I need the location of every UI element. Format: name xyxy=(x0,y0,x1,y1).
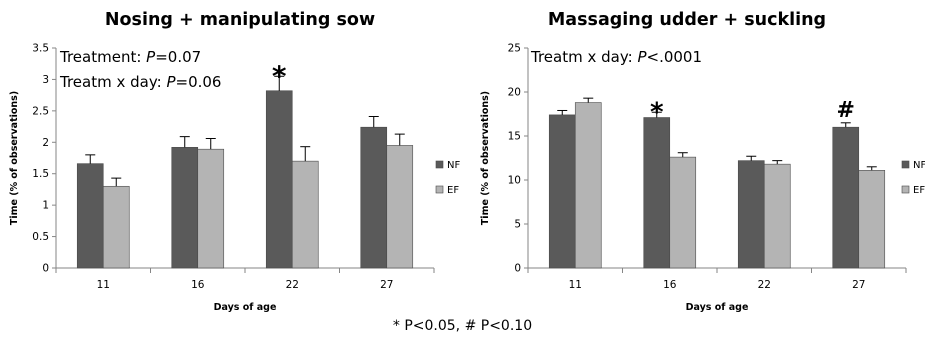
legend-swatch-ef xyxy=(901,185,910,194)
bar-nf-16 xyxy=(643,117,671,269)
legend-swatch-nf xyxy=(901,160,910,169)
y-tick-label: 0 xyxy=(514,263,521,275)
y-axis-title: Time (% of observations) xyxy=(9,91,20,225)
bar-nf-27 xyxy=(832,126,860,269)
y-tick-label: 20 xyxy=(508,87,521,99)
bar-ef-11 xyxy=(102,185,130,269)
bar-ef-11 xyxy=(574,102,602,269)
legend-label-ef: EF xyxy=(447,185,459,196)
chart-title: Massaging udder + suckling xyxy=(548,10,826,30)
x-tick-label: 11 xyxy=(569,279,582,291)
y-tick-label: 2 xyxy=(42,137,49,149)
bar-nf-22 xyxy=(265,90,293,269)
bar-ef-16 xyxy=(197,148,225,269)
x-tick-label: 27 xyxy=(852,279,865,291)
stat-annotation: Treatm x day: P<.0001 xyxy=(530,48,702,66)
y-axis-title: Time (% of observations) xyxy=(480,91,491,225)
y-tick-label: 0 xyxy=(42,263,49,275)
legend-swatch-ef xyxy=(435,185,444,194)
bar-ef-22 xyxy=(291,160,319,269)
x-axis-title: Days of age xyxy=(214,302,277,313)
x-tick-label: 27 xyxy=(380,279,393,291)
x-tick-label: 22 xyxy=(758,279,771,291)
significance-marker: * xyxy=(272,60,287,93)
legend-label-ef: EF xyxy=(913,185,925,196)
bar-ef-27 xyxy=(858,170,886,269)
y-tick-label: 3.5 xyxy=(32,43,49,55)
bar-ef-22 xyxy=(763,163,791,269)
bar-nf-16 xyxy=(171,147,199,269)
chart-2: Massaging udder + suckling 0 5 10 15 20 25 11 16… xyxy=(480,10,925,313)
y-tick-label: 0.5 xyxy=(32,231,49,243)
y-tick-label: 1 xyxy=(42,200,49,212)
bar-ef-27 xyxy=(386,145,414,269)
y-tick-label: 5 xyxy=(514,219,521,231)
bar-nf-11 xyxy=(548,114,576,269)
y-tick-label: 10 xyxy=(508,175,521,187)
bar-nf-22 xyxy=(737,160,765,269)
x-axis-title: Days of age xyxy=(686,302,749,313)
y-tick-label: 2.5 xyxy=(32,105,49,117)
stat-annotation: Treatment: P=0.07 xyxy=(59,48,201,66)
x-tick-label: 16 xyxy=(191,279,205,291)
legend-swatch-nf xyxy=(435,160,444,169)
bar-nf-11 xyxy=(76,163,104,269)
bar-nf-27 xyxy=(360,126,388,269)
y-tick-label: 3 xyxy=(42,74,49,86)
significance-marker: # xyxy=(837,98,855,123)
chart-1: Nosing + manipulating sow 0 0.5 1 1.5 2 2.5 3 3.… xyxy=(9,10,460,313)
y-tick-label: 1.5 xyxy=(32,168,49,180)
significance-footnote: * P<0.05, # P<0.10 xyxy=(392,318,533,334)
y-tick-label: 15 xyxy=(508,131,521,143)
x-tick-label: 16 xyxy=(663,279,677,291)
significance-marker: * xyxy=(650,98,664,128)
stat-annotation: Treatm x day: P=0.06 xyxy=(59,73,221,91)
y-tick-label: 25 xyxy=(508,43,521,55)
bar-ef-16 xyxy=(669,156,697,269)
x-tick-label: 11 xyxy=(97,279,110,291)
chart-title: Nosing + manipulating sow xyxy=(105,10,375,30)
legend-label-nf: NF xyxy=(447,160,460,171)
x-tick-label: 22 xyxy=(286,279,299,291)
legend-label-nf: NF xyxy=(913,160,925,171)
